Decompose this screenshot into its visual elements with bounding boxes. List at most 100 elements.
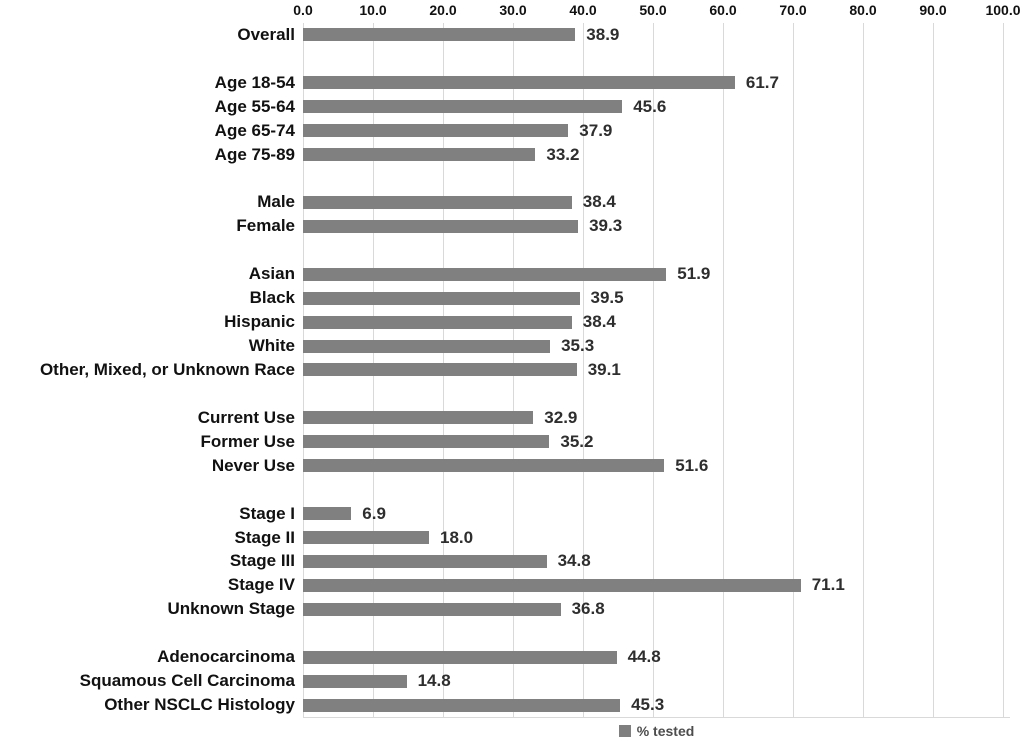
bar <box>303 315 572 329</box>
value-label: 33.2 <box>546 144 580 164</box>
value-label: 34.8 <box>557 551 591 571</box>
value-label: 39.3 <box>589 216 623 236</box>
bar-row: Never Use 51.6 <box>0 454 1026 478</box>
category-label: Overall <box>237 24 295 44</box>
value-label: 6.9 <box>362 503 386 523</box>
bar <box>303 100 623 114</box>
gridline <box>723 23 724 717</box>
category-label: Other NSCLC Histology <box>104 695 295 715</box>
category-label: Age 75-89 <box>214 144 295 164</box>
category-label: Current Use <box>197 407 295 427</box>
category-label: Stage I <box>239 503 295 523</box>
bar-row: Unknown Stage 36.8 <box>0 597 1026 621</box>
bar-row: Black 39.5 <box>0 286 1026 310</box>
gridline <box>863 23 864 717</box>
bar <box>303 411 534 425</box>
value-label: 71.1 <box>811 575 845 595</box>
value-label: 35.3 <box>561 336 595 356</box>
gridline <box>933 23 934 717</box>
value-label: 39.1 <box>587 359 621 379</box>
gridline <box>793 23 794 717</box>
bar <box>303 435 550 449</box>
category-label: Stage IV <box>227 575 295 595</box>
x-tick-label: 10.0 <box>359 2 387 18</box>
bar <box>303 674 407 688</box>
category-label: Black <box>249 288 295 308</box>
value-label: 38.4 <box>582 192 616 212</box>
bar-row: Stage IV 71.1 <box>0 573 1026 597</box>
bar <box>303 148 536 162</box>
x-tick-label: 70.0 <box>779 2 807 18</box>
bar-row: Stage I 6.9 <box>0 502 1026 526</box>
bar <box>303 602 561 616</box>
bar <box>303 698 621 712</box>
x-tick-label: 40.0 <box>569 2 597 18</box>
category-label: Female <box>236 216 295 236</box>
x-tick-label: 50.0 <box>639 2 667 18</box>
bar-rows: Overall 38.9 Age 18-54 61.7 Age 55-64 45.6 Age… <box>0 23 1026 717</box>
bar <box>303 267 667 281</box>
x-tick-label: 100.0 <box>985 2 1021 18</box>
category-label: Asian <box>248 264 295 284</box>
bar <box>303 650 617 664</box>
bar-row: Age 65-74 37.9 <box>0 119 1026 143</box>
bar <box>303 28 576 42</box>
x-tick-label: 0.0 <box>293 2 313 18</box>
bar <box>303 531 429 544</box>
category-label: Stage III <box>229 551 295 571</box>
bar <box>303 578 801 592</box>
bar-row: Stage III 34.8 <box>0 549 1026 573</box>
category-label: Age 65-74 <box>214 120 295 140</box>
value-label: 18.0 <box>440 527 474 547</box>
x-tick-label: 60.0 <box>709 2 737 18</box>
bar-row: Squamous Cell Carcinoma 14.8 <box>0 669 1026 693</box>
category-label: Never Use <box>211 455 295 475</box>
bar-row: Age 18-54 61.7 <box>0 71 1026 95</box>
value-label: 44.8 <box>627 647 661 667</box>
x-tick-label: 80.0 <box>849 2 877 18</box>
bar-row: Asian 51.9 <box>0 262 1026 286</box>
gridline <box>1003 23 1004 717</box>
bar-row: Male 38.4 <box>0 191 1026 215</box>
legend: % tested <box>303 721 1010 741</box>
value-label: 32.9 <box>544 407 578 427</box>
category-label: Former Use <box>200 431 295 451</box>
bar <box>303 219 579 233</box>
legend-label: % tested <box>636 723 695 739</box>
bar-row: Former Use 35.2 <box>0 430 1026 454</box>
value-label: 45.6 <box>633 96 667 116</box>
bar <box>303 363 577 377</box>
category-label: Squamous Cell Carcinoma <box>79 671 295 691</box>
category-label: Male <box>257 192 295 212</box>
value-label: 14.8 <box>417 671 451 691</box>
x-tick-label: 90.0 <box>919 2 947 18</box>
value-label: 36.8 <box>571 599 605 619</box>
value-label: 51.6 <box>675 455 709 475</box>
value-label: 35.2 <box>560 431 594 451</box>
category-label: Hispanic <box>224 312 295 332</box>
bar-row: Hispanic 38.4 <box>0 310 1026 334</box>
bar <box>303 459 665 473</box>
bar <box>303 124 569 138</box>
bar-row: Stage II 18.0 <box>0 526 1026 550</box>
bar-row: Adenocarcinoma 44.8 <box>0 645 1026 669</box>
bar-row: Current Use 32.9 <box>0 406 1026 430</box>
bar-row: Other NSCLC Histology 45.3 <box>0 693 1026 717</box>
category-label: Age 55-64 <box>214 96 295 116</box>
category-label: Stage II <box>234 527 295 547</box>
value-label: 61.7 <box>745 72 779 92</box>
value-label: 45.3 <box>631 695 665 715</box>
value-label: 38.9 <box>586 24 620 44</box>
value-label: 38.4 <box>582 312 616 332</box>
bar <box>303 339 551 353</box>
category-label: Unknown Stage <box>167 599 295 619</box>
category-label: Adenocarcinoma <box>157 647 295 667</box>
bar <box>303 291 580 305</box>
legend-swatch-icon <box>618 725 631 737</box>
value-label: 51.9 <box>677 264 711 284</box>
gridline <box>653 23 654 717</box>
bar <box>303 76 735 90</box>
value-label: 39.5 <box>590 288 624 308</box>
bar <box>303 554 547 568</box>
